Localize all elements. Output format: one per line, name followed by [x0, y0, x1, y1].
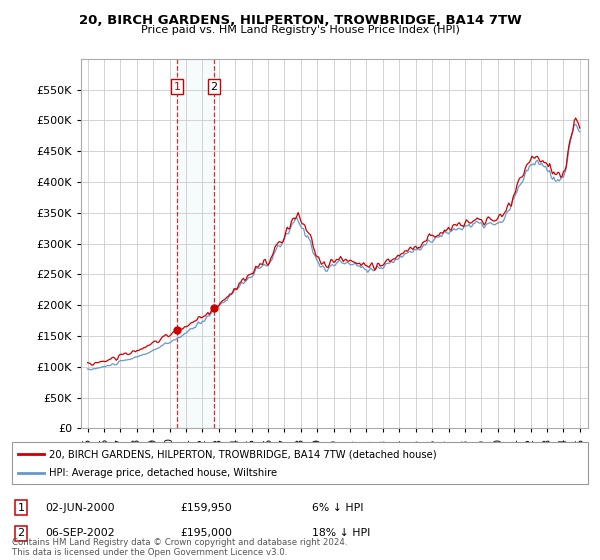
Text: 2: 2: [211, 82, 218, 91]
Text: £159,950: £159,950: [180, 503, 232, 513]
Text: 6% ↓ HPI: 6% ↓ HPI: [312, 503, 364, 513]
Text: 02-JUN-2000: 02-JUN-2000: [45, 503, 115, 513]
Text: 20, BIRCH GARDENS, HILPERTON, TROWBRIDGE, BA14 7TW (detached house): 20, BIRCH GARDENS, HILPERTON, TROWBRIDGE…: [49, 449, 437, 459]
Text: HPI: Average price, detached house, Wiltshire: HPI: Average price, detached house, Wilt…: [49, 468, 278, 478]
Text: 1: 1: [17, 503, 25, 513]
Text: Price paid vs. HM Land Registry's House Price Index (HPI): Price paid vs. HM Land Registry's House …: [140, 25, 460, 35]
Text: 18% ↓ HPI: 18% ↓ HPI: [312, 528, 370, 538]
Text: Contains HM Land Registry data © Crown copyright and database right 2024.
This d: Contains HM Land Registry data © Crown c…: [12, 538, 347, 557]
Bar: [177, 59, 214, 428]
Text: 2: 2: [17, 528, 25, 538]
Text: 1: 1: [173, 82, 181, 91]
Text: £195,000: £195,000: [180, 528, 232, 538]
Text: 06-SEP-2002: 06-SEP-2002: [45, 528, 115, 538]
FancyBboxPatch shape: [12, 442, 588, 484]
Text: 20, BIRCH GARDENS, HILPERTON, TROWBRIDGE, BA14 7TW: 20, BIRCH GARDENS, HILPERTON, TROWBRIDGE…: [79, 14, 521, 27]
